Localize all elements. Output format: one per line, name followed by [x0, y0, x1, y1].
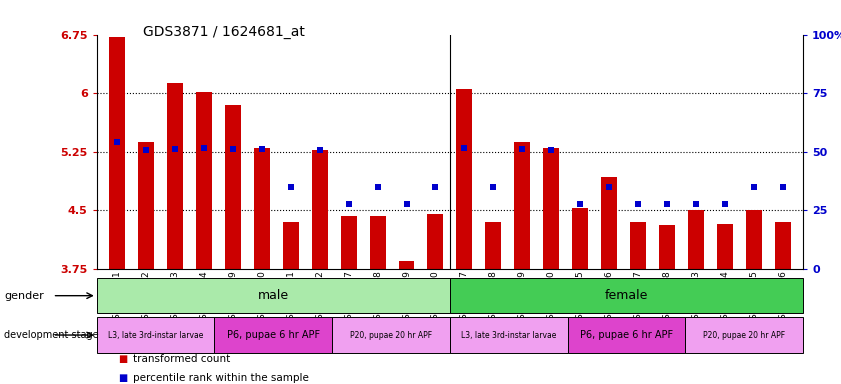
- Bar: [457, 89, 473, 269]
- Bar: [630, 222, 646, 269]
- Text: L3, late 3rd-instar larvae: L3, late 3rd-instar larvae: [461, 331, 557, 339]
- Bar: [717, 223, 733, 269]
- Text: gender: gender: [4, 291, 44, 301]
- Bar: [312, 150, 328, 269]
- Bar: [283, 222, 299, 269]
- Text: P20, pupae 20 hr APF: P20, pupae 20 hr APF: [350, 331, 432, 339]
- Text: percentile rank within the sample: percentile rank within the sample: [133, 373, 309, 383]
- Bar: [225, 105, 241, 269]
- Bar: [688, 210, 704, 269]
- Bar: [601, 177, 617, 269]
- Text: female: female: [605, 289, 648, 302]
- Bar: [515, 142, 531, 269]
- Text: GDS3871 / 1624681_at: GDS3871 / 1624681_at: [143, 25, 304, 39]
- Bar: [196, 92, 212, 269]
- Bar: [332, 317, 450, 353]
- Bar: [775, 222, 791, 269]
- Text: ■: ■: [118, 354, 127, 364]
- Bar: [97, 278, 450, 313]
- Bar: [543, 148, 559, 269]
- Text: development stage: development stage: [4, 330, 99, 340]
- Bar: [746, 210, 762, 269]
- Bar: [214, 317, 332, 353]
- Bar: [254, 148, 270, 269]
- Text: P6, pupae 6 hr APF: P6, pupae 6 hr APF: [227, 330, 320, 340]
- Text: ■: ■: [118, 373, 127, 383]
- Bar: [369, 216, 385, 269]
- Bar: [450, 317, 568, 353]
- Bar: [659, 225, 675, 269]
- Bar: [572, 208, 588, 269]
- Text: transformed count: transformed count: [133, 354, 230, 364]
- Bar: [485, 222, 501, 269]
- Text: male: male: [257, 289, 289, 302]
- Bar: [341, 217, 357, 269]
- Bar: [685, 317, 803, 353]
- Bar: [138, 142, 154, 269]
- Text: L3, late 3rd-instar larvae: L3, late 3rd-instar larvae: [108, 331, 204, 339]
- Bar: [450, 278, 803, 313]
- Bar: [109, 37, 125, 269]
- Bar: [97, 317, 214, 353]
- Bar: [399, 261, 415, 269]
- Bar: [568, 317, 685, 353]
- Text: P6, pupae 6 hr APF: P6, pupae 6 hr APF: [580, 330, 673, 340]
- Bar: [167, 83, 182, 269]
- Text: P20, pupae 20 hr APF: P20, pupae 20 hr APF: [703, 331, 785, 339]
- Bar: [427, 214, 443, 269]
